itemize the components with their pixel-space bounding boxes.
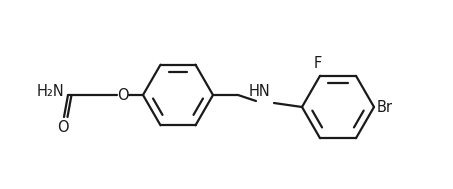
Text: F: F	[314, 56, 322, 71]
Text: O: O	[117, 88, 129, 102]
Text: O: O	[57, 120, 69, 135]
Text: H₂N: H₂N	[36, 84, 64, 99]
Text: Br: Br	[377, 99, 393, 115]
Text: HN: HN	[249, 84, 271, 99]
